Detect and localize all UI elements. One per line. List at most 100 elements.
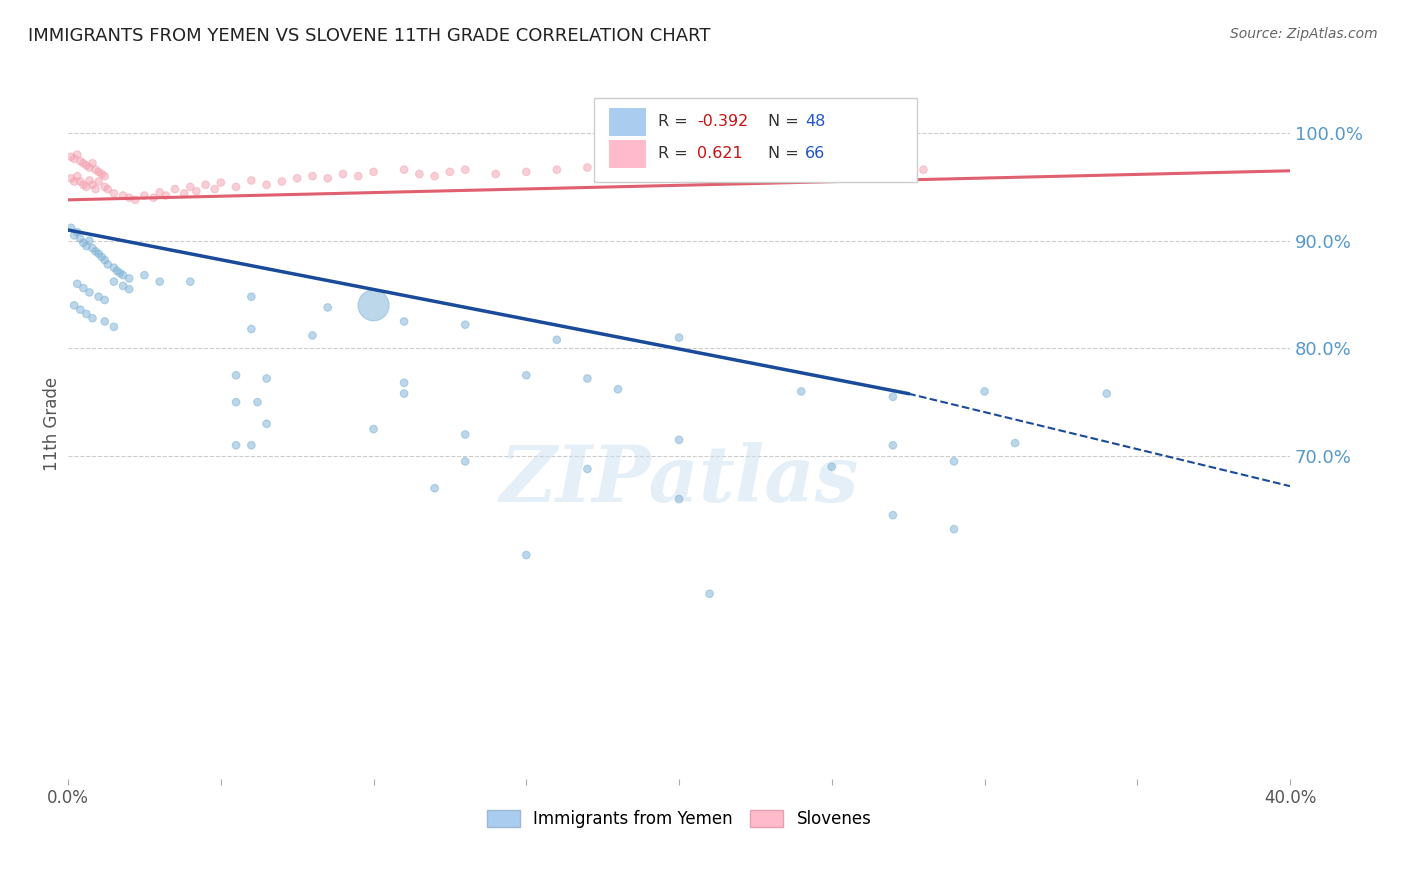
Text: -0.392: -0.392 <box>697 114 748 129</box>
Bar <box>609 139 645 168</box>
Point <box>66 277 89 291</box>
Point <box>60 150 83 164</box>
Point <box>194 178 217 192</box>
Point <box>301 169 323 183</box>
Point <box>363 298 385 312</box>
Text: IMMIGRANTS FROM YEMEN VS SLOVENE 11TH GRADE CORRELATION CHART: IMMIGRANTS FROM YEMEN VS SLOVENE 11TH GR… <box>28 27 710 45</box>
Point <box>576 371 599 385</box>
Point <box>668 433 690 447</box>
Point <box>118 282 141 296</box>
Point <box>285 171 308 186</box>
Point <box>69 175 91 189</box>
Point <box>93 293 115 307</box>
Point <box>454 162 477 177</box>
Text: N =: N = <box>768 114 804 129</box>
Text: 0.621: 0.621 <box>697 146 744 161</box>
Point <box>576 462 599 476</box>
Point <box>79 161 101 175</box>
Point <box>72 178 94 192</box>
Point <box>82 178 104 192</box>
Point <box>186 184 208 198</box>
Point <box>87 290 110 304</box>
Point <box>392 314 415 328</box>
Point <box>392 376 415 390</box>
Point <box>485 167 508 181</box>
Text: 48: 48 <box>804 114 825 129</box>
Point <box>97 257 120 271</box>
Point <box>240 322 263 336</box>
Point <box>79 234 101 248</box>
Point <box>408 167 430 181</box>
Point <box>93 253 115 268</box>
Text: R =: R = <box>658 114 693 129</box>
Point <box>246 395 269 409</box>
Text: N =: N = <box>768 146 804 161</box>
Point <box>66 169 89 183</box>
Point <box>1095 386 1118 401</box>
Point <box>93 180 115 194</box>
Point <box>75 158 97 172</box>
Point <box>63 228 86 243</box>
Point <box>790 384 813 399</box>
Point <box>112 279 135 293</box>
Point <box>84 182 107 196</box>
Point <box>84 162 107 177</box>
Point <box>821 459 844 474</box>
Point <box>118 271 141 285</box>
Point <box>69 154 91 169</box>
Point <box>82 241 104 255</box>
Point <box>454 427 477 442</box>
Point <box>607 382 630 396</box>
Point <box>912 162 935 177</box>
Point <box>72 156 94 170</box>
Point <box>66 147 89 161</box>
Point <box>363 422 385 436</box>
Point <box>515 165 537 179</box>
Point <box>973 384 995 399</box>
Point <box>87 246 110 260</box>
Point <box>149 186 172 200</box>
Point <box>943 522 966 536</box>
Text: Source: ZipAtlas.com: Source: ZipAtlas.com <box>1230 27 1378 41</box>
Point <box>179 275 201 289</box>
Point <box>103 186 125 201</box>
Point <box>256 417 278 431</box>
Point <box>821 165 844 179</box>
Point <box>84 244 107 259</box>
Point <box>225 368 247 383</box>
Point <box>271 175 294 189</box>
Point <box>454 318 477 332</box>
Point <box>882 390 904 404</box>
Point <box>69 302 91 317</box>
Point <box>240 290 263 304</box>
FancyBboxPatch shape <box>593 98 917 182</box>
Point <box>1004 436 1026 450</box>
Point <box>118 191 141 205</box>
Point <box>256 371 278 385</box>
Point <box>93 314 115 328</box>
Point <box>112 268 135 282</box>
Point <box>546 162 568 177</box>
Point <box>392 386 415 401</box>
Point <box>363 165 385 179</box>
Point <box>699 162 721 177</box>
Point <box>75 180 97 194</box>
Point <box>347 169 370 183</box>
Point <box>225 395 247 409</box>
Point <box>60 220 83 235</box>
Point <box>87 175 110 189</box>
Point <box>63 175 86 189</box>
Point <box>149 275 172 289</box>
Text: 66: 66 <box>804 146 825 161</box>
Point <box>301 328 323 343</box>
Point <box>155 188 177 202</box>
Point <box>607 167 630 181</box>
Point <box>225 438 247 452</box>
Text: ZIPatlas: ZIPatlas <box>499 442 859 519</box>
Point <box>423 169 446 183</box>
Point <box>63 152 86 166</box>
Point <box>163 182 186 196</box>
Point <box>103 275 125 289</box>
Point <box>576 161 599 175</box>
Point <box>225 180 247 194</box>
